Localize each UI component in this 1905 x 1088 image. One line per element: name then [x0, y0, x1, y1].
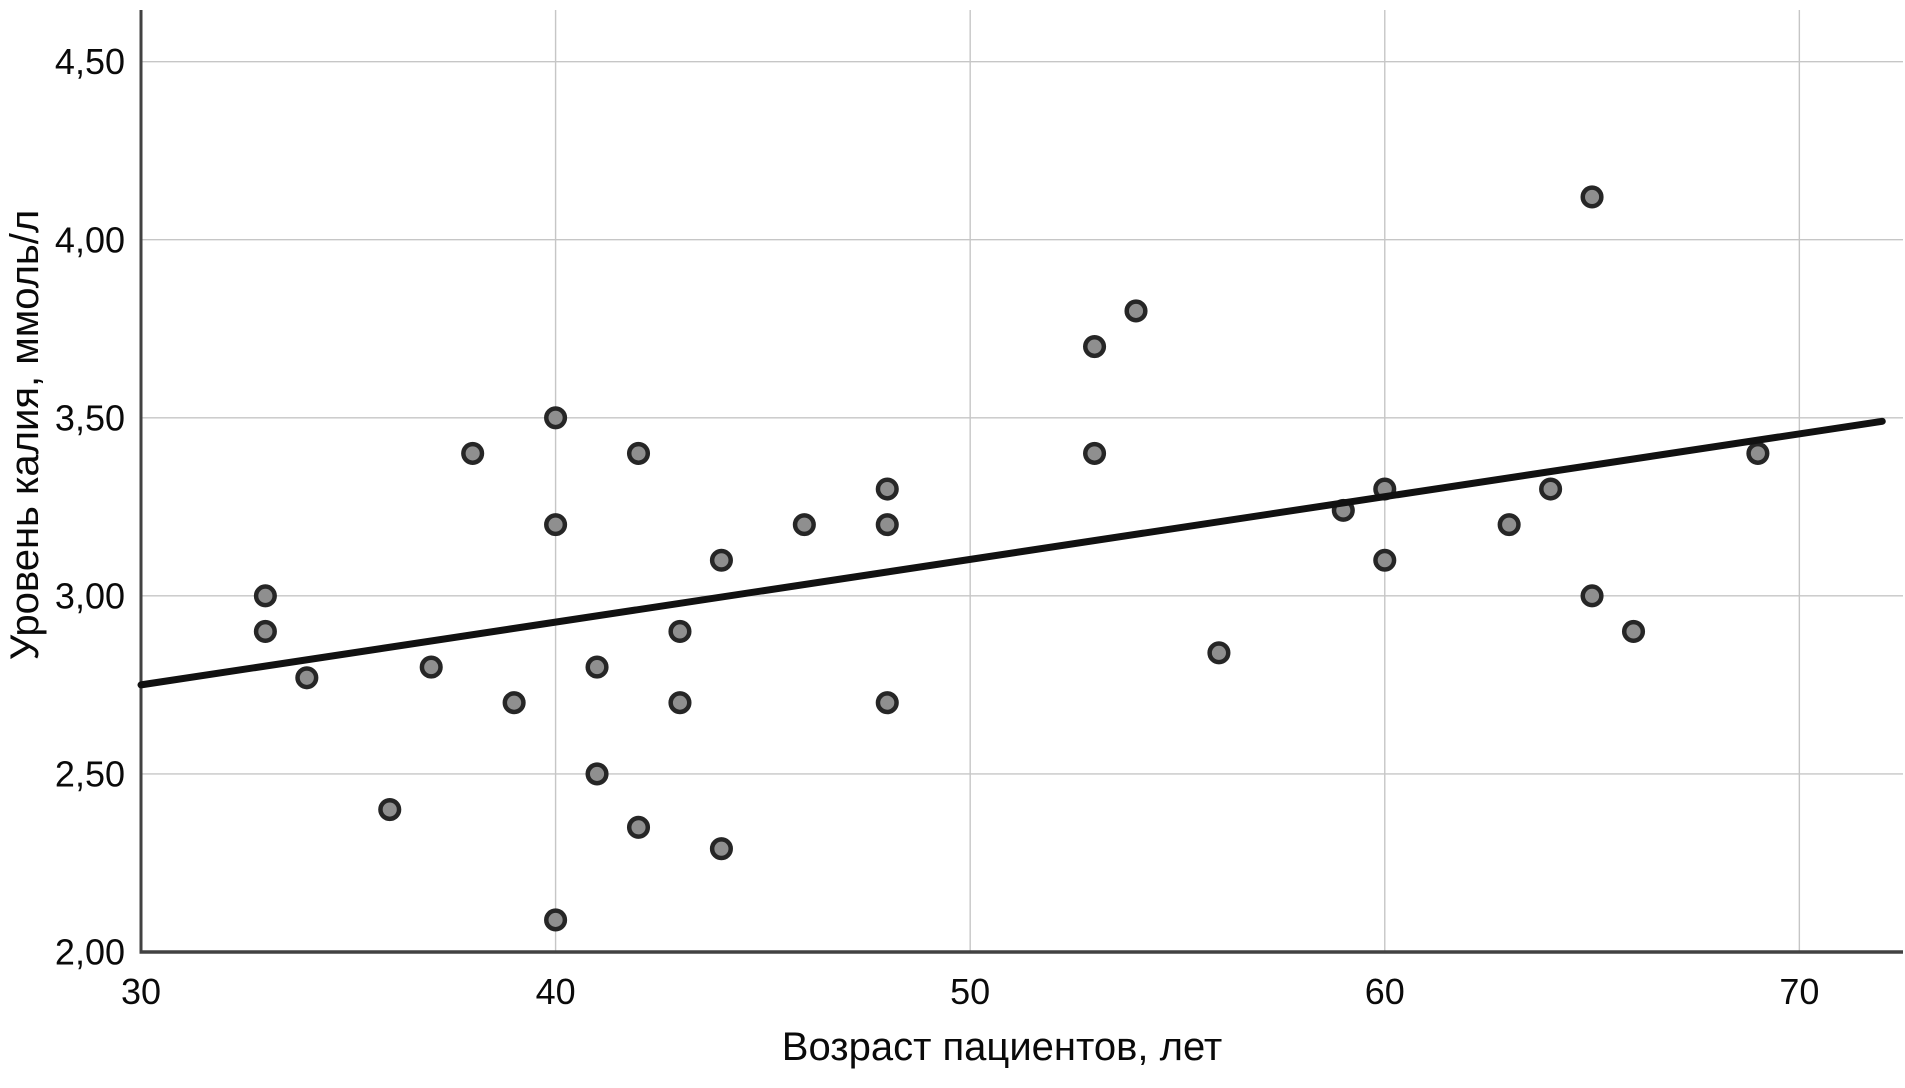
- scatter-point: [709, 837, 733, 861]
- scatter-point: [875, 513, 899, 537]
- y-tick-label-2,00: 2,00: [55, 932, 125, 973]
- scatter-point: [1083, 441, 1107, 465]
- trend-line-group: [137, 417, 1886, 689]
- scatter-point: [1497, 513, 1521, 537]
- scatter-point: [1580, 584, 1604, 608]
- scatter-point: [668, 619, 692, 644]
- x-tick-label-50: 50: [950, 971, 990, 1012]
- scatter-point: [626, 441, 651, 465]
- scatter-point: [544, 513, 568, 537]
- y-tick-label-3,50: 3,50: [55, 397, 125, 438]
- x-tick-label-70: 70: [1779, 971, 1819, 1012]
- scatter-point: [875, 691, 899, 715]
- scatter-point: [1124, 299, 1148, 323]
- y-tick-label-4,50: 4,50: [55, 41, 125, 82]
- x-tick-label-60: 60: [1365, 971, 1405, 1012]
- scatter-point: [709, 548, 733, 572]
- scatter-point: [585, 762, 609, 786]
- scatter-point: [544, 908, 568, 932]
- data-points: [253, 185, 1770, 932]
- scatter-point: [1207, 641, 1231, 665]
- scatter-point: [792, 513, 816, 537]
- tick-labels: 2,00 2,50 3,00 3,50 4,00 4,50 30 40 50 60 70: [55, 41, 1819, 1012]
- scatter-point: [1746, 441, 1770, 465]
- scatter-point: [626, 815, 651, 839]
- scatter-point: [1083, 335, 1107, 359]
- scatter-point: [502, 691, 526, 715]
- y-tick-label-3,00: 3,00: [55, 575, 125, 616]
- y-tick-label-2,50: 2,50: [55, 754, 125, 795]
- y-axis-title: Уровень калия, ммоль/л: [3, 210, 47, 660]
- scatter-point: [253, 584, 277, 608]
- x-axis-title: Возраст пациентов, лет: [782, 1025, 1222, 1069]
- scatter-point: [585, 655, 609, 679]
- y-tick-label-4,00: 4,00: [55, 219, 125, 260]
- x-tick-label-30: 30: [121, 971, 161, 1012]
- scatter-point: [544, 406, 568, 430]
- scatter-point: [1373, 548, 1397, 572]
- scatter-point: [378, 797, 402, 822]
- x-tick-label-40: 40: [536, 971, 576, 1012]
- scatter-point: [1621, 619, 1646, 644]
- scatter-point: [253, 619, 277, 644]
- scatter-point: [1539, 477, 1563, 501]
- axes: [139, 10, 1903, 954]
- gridlines: [141, 10, 1903, 952]
- scatter-point: [668, 691, 692, 715]
- regression-line: [137, 417, 1886, 689]
- scatter-point: [295, 666, 319, 690]
- scatter-point: [875, 477, 899, 501]
- scatter-point: [419, 655, 443, 679]
- scatter-point: [461, 441, 485, 465]
- scatter-point: [1580, 185, 1604, 209]
